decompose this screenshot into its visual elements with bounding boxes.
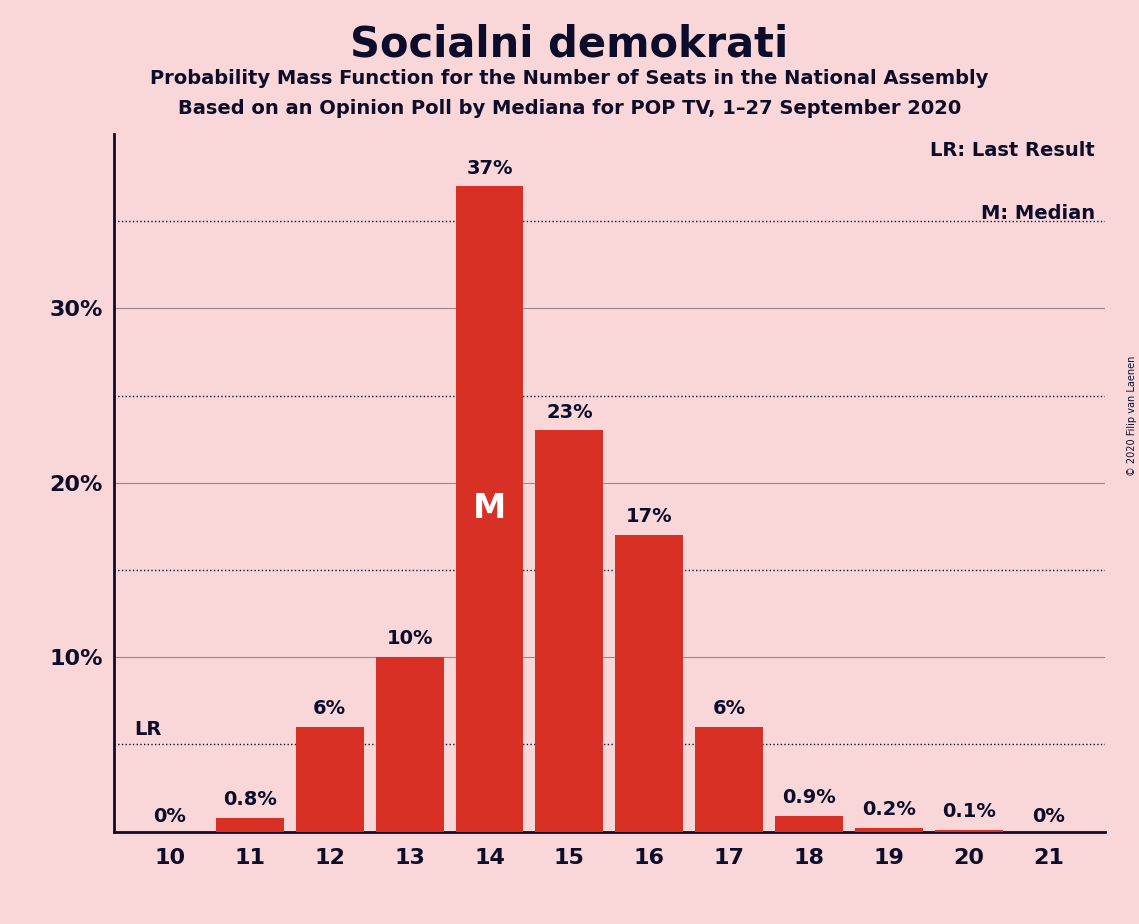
Text: M: M: [473, 492, 506, 526]
Text: 6%: 6%: [313, 699, 346, 718]
Text: 23%: 23%: [546, 403, 592, 421]
Text: © 2020 Filip van Laenen: © 2020 Filip van Laenen: [1126, 356, 1137, 476]
Text: Based on an Opinion Poll by Mediana for POP TV, 1–27 September 2020: Based on an Opinion Poll by Mediana for …: [178, 99, 961, 118]
Bar: [695, 727, 763, 832]
Text: 0.9%: 0.9%: [782, 788, 836, 808]
Text: Socialni demokrati: Socialni demokrati: [351, 23, 788, 65]
Text: 10%: 10%: [386, 629, 433, 649]
Text: 0.8%: 0.8%: [223, 790, 277, 808]
Text: LR: LR: [134, 720, 162, 739]
Bar: [615, 535, 683, 832]
Bar: [855, 828, 923, 832]
Text: Probability Mass Function for the Number of Seats in the National Assembly: Probability Mass Function for the Number…: [150, 69, 989, 89]
Text: 6%: 6%: [713, 699, 746, 718]
Text: M: Median: M: Median: [981, 203, 1095, 223]
Text: 0.2%: 0.2%: [862, 800, 916, 820]
Bar: [935, 830, 1003, 832]
Text: 0.1%: 0.1%: [942, 802, 995, 821]
Text: 0%: 0%: [154, 808, 187, 826]
Bar: [376, 657, 443, 832]
Bar: [296, 727, 363, 832]
Bar: [456, 187, 524, 832]
Text: 37%: 37%: [466, 159, 513, 177]
Bar: [215, 818, 284, 832]
Bar: [535, 431, 604, 832]
Text: LR: Last Result: LR: Last Result: [931, 141, 1095, 160]
Bar: [776, 816, 843, 832]
Text: 17%: 17%: [626, 507, 673, 527]
Text: 0%: 0%: [1032, 808, 1065, 826]
